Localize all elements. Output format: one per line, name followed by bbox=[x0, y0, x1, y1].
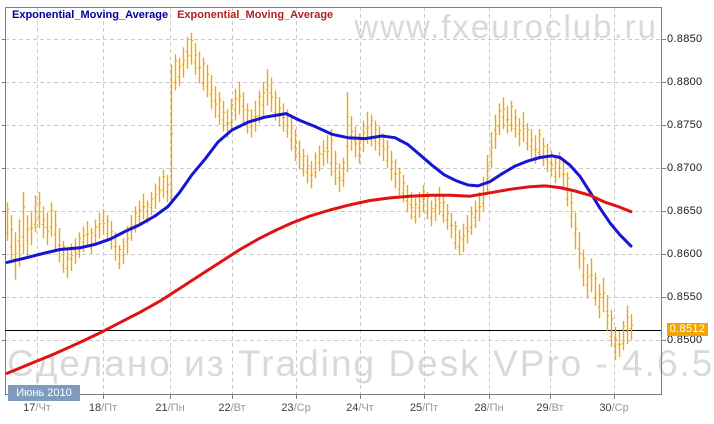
date-weekday: /Ср bbox=[293, 402, 311, 414]
date-weekday: /Ср bbox=[611, 402, 629, 414]
date-weekday: /Пт bbox=[422, 402, 439, 414]
date-day: 18 bbox=[88, 402, 102, 414]
date-weekday: /Чт bbox=[358, 402, 374, 414]
date-weekday: /Пт bbox=[101, 402, 118, 414]
gridlines bbox=[5, 7, 661, 394]
month-badge: Июнь 2010 bbox=[8, 385, 80, 401]
date-day: 21 bbox=[155, 402, 168, 414]
date-day: 23 bbox=[281, 402, 294, 414]
legend-ema-fast-label: Exponential_Moving_Average bbox=[12, 9, 169, 21]
date-day: 25 bbox=[409, 402, 423, 414]
price-tick-label: 0.8850 bbox=[667, 33, 703, 45]
date-weekday: /Вт bbox=[230, 402, 246, 414]
date-tick-label: 25/Пт bbox=[410, 402, 438, 414]
date-tick-label: 24/Чт bbox=[346, 402, 374, 414]
date-tick-label: 17/Чт bbox=[23, 402, 51, 414]
price-tick-label: 0.8500 bbox=[667, 334, 703, 346]
price-tick-label: 0.8550 bbox=[667, 291, 703, 303]
current-price-tag: 0.8512 bbox=[667, 323, 708, 336]
price-tick-label: 0.8800 bbox=[667, 76, 703, 88]
date-day: 17 bbox=[23, 402, 36, 414]
watermark-trading-desk: Сделано из Trading Desk VPro - 4.6.5 bbox=[7, 343, 714, 384]
date-day: 28 bbox=[474, 402, 487, 414]
date-weekday: /Вт bbox=[548, 402, 564, 414]
date-weekday: /Чт bbox=[35, 402, 51, 414]
date-tick-label: 21/Пн bbox=[155, 402, 184, 414]
plot-frame bbox=[5, 7, 662, 395]
price-tick-label: 0.8750 bbox=[667, 119, 703, 131]
date-tick-label: 30/Ср bbox=[599, 402, 628, 414]
date-tick-label: 22/Вт bbox=[218, 402, 245, 414]
date-day: 22 bbox=[218, 402, 231, 414]
legend-ema-slow-label: Exponential_Moving_Average bbox=[177, 9, 334, 21]
date-tick-label: 28/Пн bbox=[474, 402, 503, 414]
date-day: 30 bbox=[599, 402, 612, 414]
ohlc-bars bbox=[5, 32, 634, 360]
date-day: 24 bbox=[346, 402, 359, 414]
date-day: 29 bbox=[536, 402, 549, 414]
date-tick-label: 18/Пт bbox=[89, 402, 117, 414]
date-weekday: /Пн bbox=[167, 402, 185, 414]
price-tick-label: 0.8600 bbox=[667, 248, 703, 260]
price-tick-label: 0.8700 bbox=[667, 162, 703, 174]
indicator-legend: Exponential_Moving_Average Exponential_Mo… bbox=[12, 9, 333, 21]
price-tick-label: 0.8650 bbox=[667, 205, 703, 217]
axis-ticks bbox=[2, 39, 666, 399]
date-weekday: /Пн bbox=[486, 402, 504, 414]
date-tick-label: 29/Вт bbox=[536, 402, 563, 414]
ema-fast-line bbox=[5, 112, 633, 264]
watermark-fxeuroclub: www.fxeuroclub.ru bbox=[354, 8, 658, 45]
date-tick-label: 23/Ср bbox=[281, 402, 310, 414]
ema-slow-line bbox=[5, 184, 633, 375]
